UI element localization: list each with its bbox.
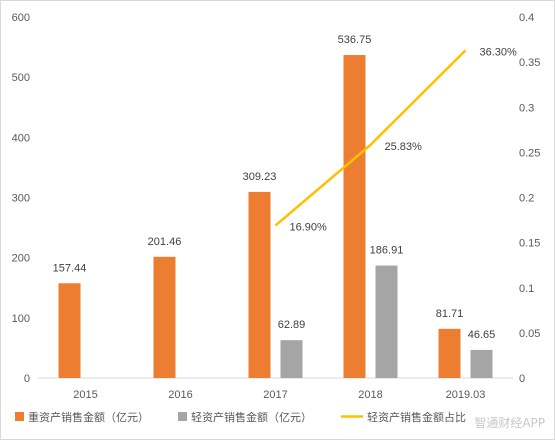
heavy-asset-bar [58,283,81,378]
heavy-asset-bar-label: 201.46 [148,236,182,248]
legend-label: 轻资产销售金额占比 [367,410,466,424]
heavy-asset-bar [343,55,366,378]
left-axis-tick-label: 100 [12,313,30,325]
heavy-asset-bar-label: 309.23 [243,171,277,183]
light-asset-bar [470,349,493,378]
legend: 重资产销售金额（亿元） 轻资产销售金额（亿元） 轻资产销售金额占比 [15,410,466,424]
light-asset-bar [375,265,398,378]
left-axis-tick-label: 0 [24,373,30,385]
light-asset-bar [280,340,303,378]
x-axis-tick-label: 2015 [73,389,97,401]
light-asset-share-label: 36.30% [480,46,518,58]
heavy-asset-bar-label: 81.71 [436,308,464,320]
right-axis-tick-label: 0.1 [519,283,534,295]
data-labels: 157.44 201.46 309.23 536.75 81.71 62.89 186.91… [53,34,517,341]
x-axis-tick-label: 2017 [263,389,287,401]
right-axis-tick-label: 0.3 [519,102,534,114]
legend-label: 轻资产销售金额（亿元） [191,410,312,424]
left-axis-tick-label: 200 [12,253,30,265]
heavy-asset-bar [153,256,176,378]
right-axis-tick-label: 0.25 [519,147,540,159]
legend-label: 重资产销售金额（亿元） [28,410,149,424]
right-axis-tick-label: 0 [519,373,525,385]
heavy-asset-bar-label: 536.75 [338,34,372,46]
right-axis-tick-label: 0.4 [519,12,534,24]
heavy-asset-bar [248,191,271,378]
right-axis-tick-label: 0.2 [519,193,534,205]
light-asset-share-label: 16.90% [290,221,328,233]
heavy-asset-bar [438,328,461,378]
x-axis-tick-label: 2018 [358,389,382,401]
left-axis-tick-label: 500 [12,72,30,84]
watermark: 智通财经APP [474,415,545,430]
light-asset-bar-label: 62.89 [278,319,306,331]
right-axis-tick-label: 0.15 [519,238,540,250]
x-axis-tick-label: 2019.03 [446,389,486,401]
right-axis-tick-label: 0.05 [519,328,540,340]
light-asset-share-line [274,49,467,227]
light-asset-bar-label: 46.65 [468,329,496,341]
right-axis-tick-label: 0.35 [519,57,540,69]
bars [58,55,493,378]
line-series [274,49,467,227]
light-asset-share-label: 25.83% [385,141,423,153]
axes: 0 100 200 300 400 500 600 0 0.05 0.1 0.15 0.2 0.25 0.… [12,12,541,401]
left-axis-tick-label: 300 [12,193,30,205]
legend-swatch [15,412,24,421]
left-axis-tick-label: 400 [12,132,30,144]
heavy-asset-bar-label: 157.44 [53,262,87,274]
x-axis-tick-label: 2016 [168,389,192,401]
light-asset-bar-label: 186.91 [370,245,404,257]
left-axis-tick-label: 600 [12,12,30,24]
legend-swatch [178,412,187,421]
